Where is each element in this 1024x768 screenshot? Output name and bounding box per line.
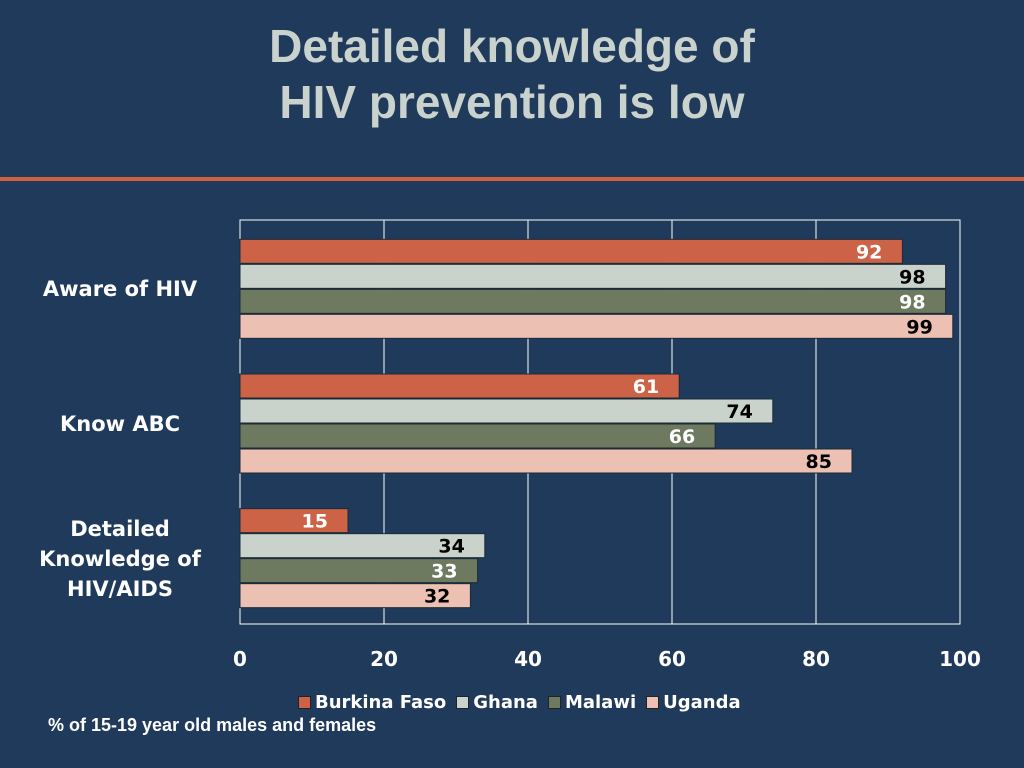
legend-swatch	[456, 696, 470, 709]
x-tick-label: 0	[233, 647, 247, 671]
bar	[239, 583, 471, 609]
category-label-line: Knowledge of	[39, 546, 201, 571]
legend-item: Burkina Faso	[298, 692, 446, 713]
category-label: Detailed Knowledge of HIV/AIDS	[10, 514, 230, 604]
data-label: 92	[856, 241, 882, 263]
bar	[239, 238, 903, 264]
x-tick-label: 20	[370, 647, 398, 671]
data-label: 32	[424, 586, 450, 608]
bar	[239, 373, 680, 399]
data-label: 74	[726, 401, 752, 423]
legend-swatch	[547, 696, 561, 709]
legend-label: Ghana	[473, 692, 538, 713]
legend-label: Uganda	[663, 692, 741, 713]
data-label: 66	[669, 426, 695, 448]
category-label-line: Aware of HIV	[42, 277, 198, 302]
legend-label: Malawi	[564, 692, 637, 713]
data-label: 61	[633, 376, 659, 398]
slide-title: Detailed knowledge of HIV prevention is …	[0, 18, 1024, 130]
x-tick-label: 80	[802, 647, 830, 671]
category-label: Know ABC	[10, 409, 230, 439]
title-line-1: Detailed knowledge of	[269, 20, 755, 72]
title-line-2: HIV prevention is low	[279, 76, 745, 128]
legend-label: Burkina Faso	[315, 692, 447, 713]
data-label: 98	[899, 266, 925, 288]
x-tick-label: 60	[658, 647, 686, 671]
x-tick-label: 100	[939, 647, 981, 671]
bar	[239, 448, 853, 474]
bar	[239, 508, 349, 534]
data-label: 33	[431, 561, 457, 583]
bar	[239, 288, 947, 314]
category-label: Aware of HIV	[10, 274, 230, 304]
bar	[239, 313, 954, 339]
data-label: 15	[302, 511, 328, 533]
legend-swatch	[298, 696, 311, 709]
legend-item: Ghana	[456, 692, 538, 713]
data-label: 98	[899, 291, 925, 313]
title-divider	[0, 177, 1024, 181]
legend-swatch	[646, 696, 660, 709]
bar-chart: 0 20 40 60 80 100 92 98 98 99 61 74 66 85 15 34 33 32	[233, 219, 981, 671]
category-label-line: Detailed	[70, 516, 170, 541]
data-label: 99	[906, 316, 932, 338]
footnote: % of 15-19 year old males and females	[48, 715, 377, 735]
data-label: 34	[438, 536, 464, 558]
legend-item: Malawi	[547, 692, 637, 713]
category-label-line: HIV/AIDS	[67, 576, 173, 601]
bar	[239, 398, 774, 424]
bar	[239, 558, 479, 584]
bar	[239, 263, 947, 289]
bar	[239, 533, 486, 559]
category-label-line: Know ABC	[59, 412, 181, 436]
chart-legend: Burkina Faso Ghana Malawi Uganda	[298, 692, 741, 713]
data-label: 85	[806, 451, 832, 473]
bar	[239, 423, 716, 449]
legend-item: Uganda	[646, 692, 741, 713]
x-tick-label: 40	[514, 647, 542, 671]
